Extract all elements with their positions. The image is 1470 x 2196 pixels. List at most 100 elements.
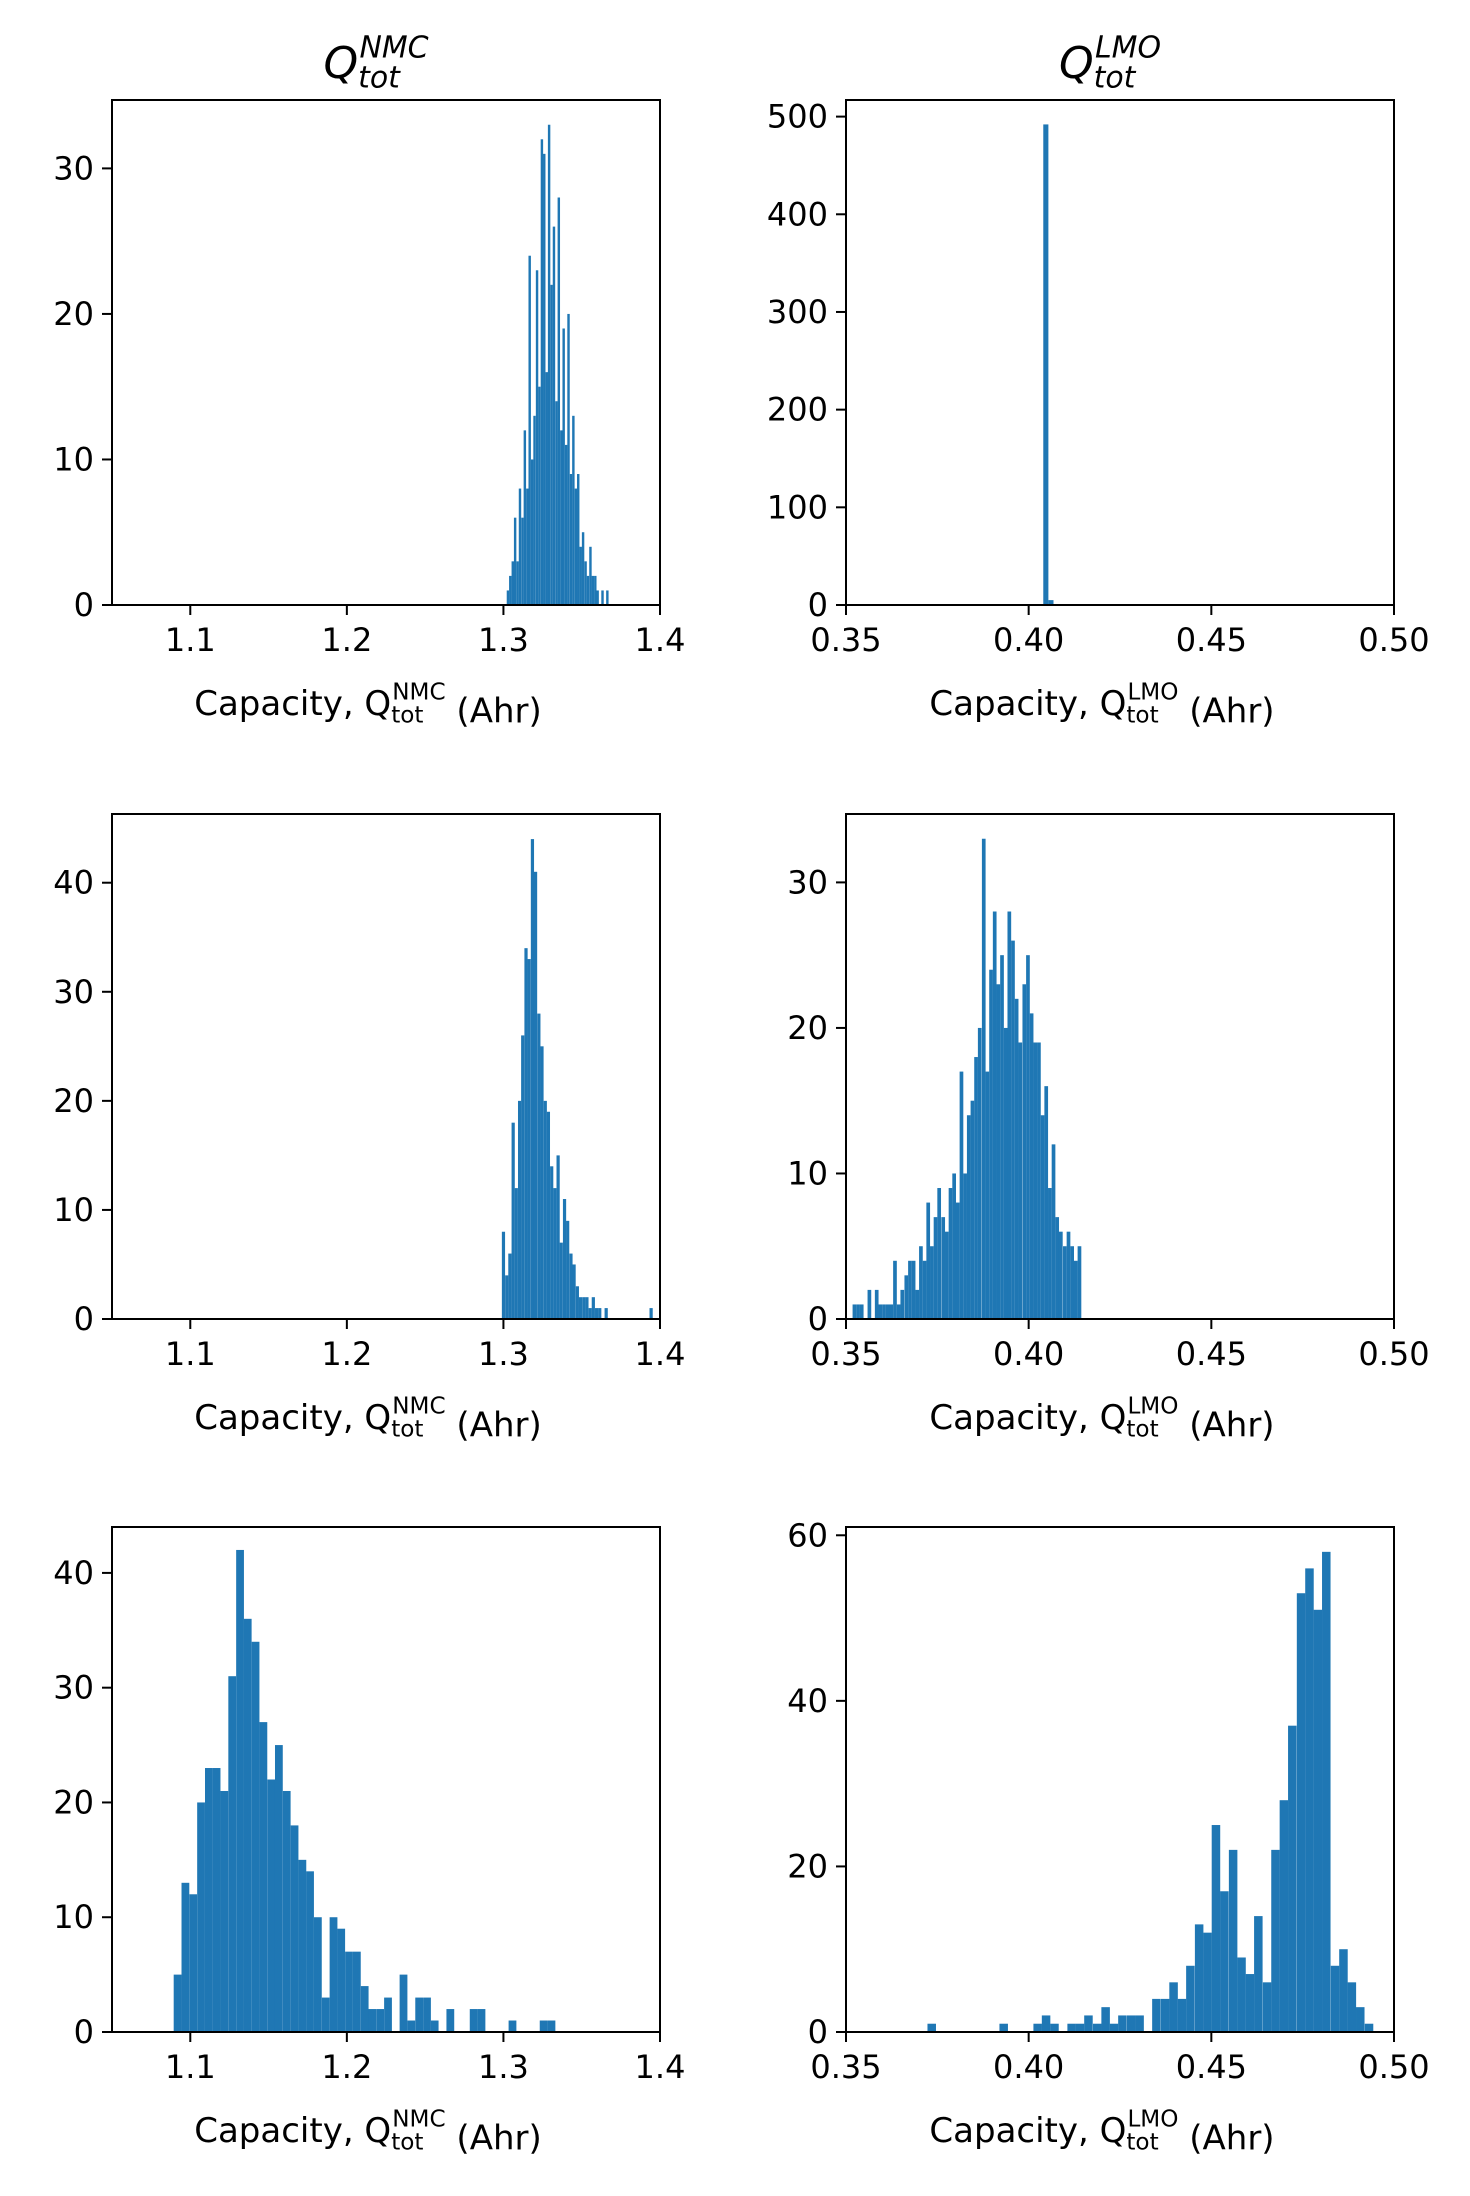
histogram-bar xyxy=(173,1974,182,2032)
histogram-bar xyxy=(885,1304,890,1319)
y-tick-label: 0 xyxy=(808,1300,828,1338)
histogram-bar xyxy=(999,2023,1008,2032)
x-tick-label: 1.4 xyxy=(635,2048,686,2086)
x-tick-label: 1.2 xyxy=(321,621,372,659)
histogram-bar xyxy=(516,561,519,605)
histogram-bar xyxy=(963,1173,967,1319)
histogram-bar xyxy=(533,415,536,605)
x-axis-label-subscript: tot xyxy=(1126,2129,1158,2155)
histogram-bar xyxy=(1330,1965,1340,2032)
histogram-bar xyxy=(562,328,565,605)
y-tick-label: 300 xyxy=(767,293,828,331)
histogram-bar xyxy=(274,1745,283,2032)
x-axis-label-suffix: (Ahr) xyxy=(446,1405,542,1445)
x-axis-label-suffix: (Ahr) xyxy=(446,2118,542,2158)
x-tick-label: 0.35 xyxy=(810,621,881,659)
histogram-bar xyxy=(530,839,535,1319)
histogram-bar xyxy=(1347,1982,1357,2032)
y-tick-label: 0 xyxy=(808,2013,828,2051)
histogram-bar xyxy=(513,517,517,605)
histogram-bar xyxy=(550,1166,554,1319)
y-tick-label: 10 xyxy=(53,1898,94,1936)
histogram-bar xyxy=(1041,2015,1051,2032)
histogram-bar xyxy=(557,197,561,605)
x-tick-label: 0.40 xyxy=(993,1335,1064,1373)
x-axis-label: Capacity, QtotLMO (Ahr) xyxy=(929,679,1274,731)
histogram-bar xyxy=(384,1997,392,2032)
histogram-bar xyxy=(1058,1231,1063,1319)
histogram-bar xyxy=(606,590,609,605)
histogram-bar xyxy=(538,386,541,605)
histogram-bar xyxy=(1003,1027,1008,1319)
histogram-bar xyxy=(345,1951,353,2032)
x-axis-label-subscript: tot xyxy=(391,2129,423,2155)
x-axis-label-base: Capacity, Q xyxy=(194,684,391,724)
x-tick-label: 1.2 xyxy=(321,1335,372,1373)
histogram-bar xyxy=(1203,1932,1212,2032)
histogram-bar xyxy=(922,1260,927,1319)
histogram-bar xyxy=(970,1100,975,1319)
chart-title: QtotLMO xyxy=(1059,31,1161,96)
histogram-bar xyxy=(511,1122,515,1319)
histogram-bar xyxy=(251,1641,260,2032)
histogram-bar xyxy=(1279,1800,1289,2032)
histogram-bar xyxy=(546,1111,551,1319)
histogram-bar xyxy=(569,474,573,605)
histogram-bar xyxy=(1048,1188,1052,1319)
x-tick-label: 0.45 xyxy=(1176,1335,1247,1373)
x-tick-label: 0.50 xyxy=(1358,2048,1429,2086)
y-tick-label: 20 xyxy=(787,1847,828,1885)
histogram-bar xyxy=(586,575,590,605)
histogram-bar xyxy=(1126,2015,1136,2032)
y-tick-label: 20 xyxy=(787,1009,828,1047)
histogram-bar xyxy=(518,488,522,605)
histogram-bar xyxy=(915,1289,920,1319)
histogram-bar xyxy=(579,546,582,605)
histogram-bar xyxy=(1077,1246,1082,1319)
histogram-bar xyxy=(604,1308,608,1319)
histogram-bar xyxy=(535,270,539,605)
histogram-panel-2: 0.35 0.40 0.45 0.50 0 100 200 300 400 500 Capacity… xyxy=(767,31,1430,732)
chart-title-subscript: tot xyxy=(358,61,401,96)
x-axis-label-suffix: (Ahr) xyxy=(446,691,542,731)
histogram-bar xyxy=(926,1202,931,1319)
x-axis-label-superscript: LMO xyxy=(1127,1393,1178,1419)
histogram-bar xyxy=(577,474,580,605)
histogram-bar xyxy=(992,911,997,1319)
histogram-bar xyxy=(267,1779,276,2032)
x-tick-label: 1.3 xyxy=(478,2048,529,2086)
x-axis-label-base: Capacity, Q xyxy=(929,2111,1126,2151)
histogram-bar xyxy=(874,1289,879,1319)
histogram-bar xyxy=(1322,1551,1331,2032)
y-tick-label: 0 xyxy=(808,586,828,624)
x-axis-label-suffix: (Ahr) xyxy=(1178,691,1274,731)
histogram-bar xyxy=(446,2009,455,2032)
histogram-bar xyxy=(852,1304,857,1319)
histogram-bar xyxy=(896,1304,901,1319)
histogram-bar xyxy=(1305,1568,1314,2032)
histogram-bar xyxy=(511,561,514,605)
histogram-bar xyxy=(1254,1916,1263,2032)
chart-title-base: Q xyxy=(323,38,358,89)
x-axis-label-base: Capacity, Q xyxy=(194,1398,391,1438)
histogram-bar xyxy=(948,1188,953,1319)
histogram-bar xyxy=(1066,1231,1071,1319)
y-tick-label: 40 xyxy=(787,1682,828,1720)
histogram-bar xyxy=(591,575,595,605)
chart-title-subscript: tot xyxy=(1094,61,1137,96)
y-tick-label: 10 xyxy=(787,1154,828,1192)
axes-frame xyxy=(845,1526,1395,2033)
histogram-bar xyxy=(556,1155,560,1319)
histogram-bar xyxy=(430,2020,439,2032)
histogram-bar xyxy=(524,948,528,1319)
histogram-bar xyxy=(1296,1593,1306,2032)
histogram-bar xyxy=(1029,1013,1034,1319)
x-axis-label-subscript: tot xyxy=(1126,1416,1158,1442)
histogram-bar xyxy=(1118,2015,1127,2032)
histogram-panel-3: 1.1 1.2 1.3 1.4 0 10 20 30 40 Capacity, QtotNMC (… xyxy=(53,813,685,1445)
x-tick-label: 0.40 xyxy=(993,2048,1064,2086)
histogram-bar xyxy=(1288,1725,1297,2032)
histogram-panel-4: 0.35 0.40 0.45 0.50 0 10 20 30 Capacity, QtotLMO… xyxy=(787,813,1430,1445)
x-tick-label: 1.3 xyxy=(478,621,529,659)
histogram-bar xyxy=(959,1071,964,1319)
